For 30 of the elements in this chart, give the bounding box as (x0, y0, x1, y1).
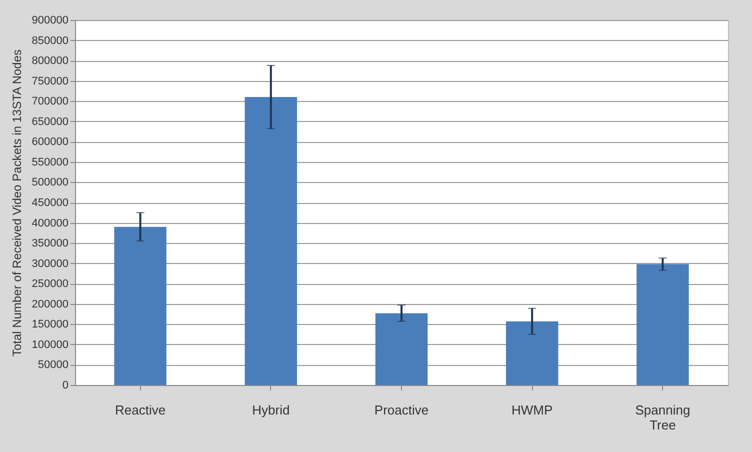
bar (244, 97, 298, 385)
y-tick-label: 750000 (32, 75, 68, 88)
y-tick-label: 600000 (32, 136, 68, 148)
bar (375, 313, 428, 385)
y-tick-label: 400000 (32, 217, 68, 230)
y-axis-title: Total Number of Received Video Packets in 13STA Nodes (10, 49, 24, 357)
y-tick-label: 550000 (32, 156, 68, 168)
x-tick-label: Spanning Tree (635, 402, 690, 432)
x-tick-label: Hybrid (252, 402, 290, 418)
y-tick-label: 450000 (32, 197, 68, 209)
x-tick-label: Proactive (374, 402, 429, 418)
y-tick-label: 700000 (32, 96, 68, 108)
bar (114, 226, 166, 385)
x-tick-label: Reactive (115, 402, 166, 418)
bar (636, 264, 689, 385)
y-tick-label: 650000 (32, 116, 68, 128)
y-tick-label: 0 (62, 380, 68, 392)
y-tick-label: 250000 (32, 278, 68, 290)
y-tick-label: 150000 (32, 318, 68, 331)
y-tick-label: 850000 (32, 34, 68, 47)
bar (506, 321, 558, 385)
y-tick-label: 500000 (32, 176, 68, 189)
y-tick-label: 200000 (32, 298, 68, 310)
y-tick-label: 300000 (32, 258, 68, 270)
y-tick-label: 50000 (38, 359, 68, 372)
y-tick-label: 350000 (32, 238, 68, 250)
y-tick-label: 900000 (32, 14, 68, 26)
x-tick-label: HWMP (512, 402, 553, 418)
y-tick-label: 100000 (32, 338, 68, 351)
y-tick-label: 800000 (32, 55, 68, 68)
